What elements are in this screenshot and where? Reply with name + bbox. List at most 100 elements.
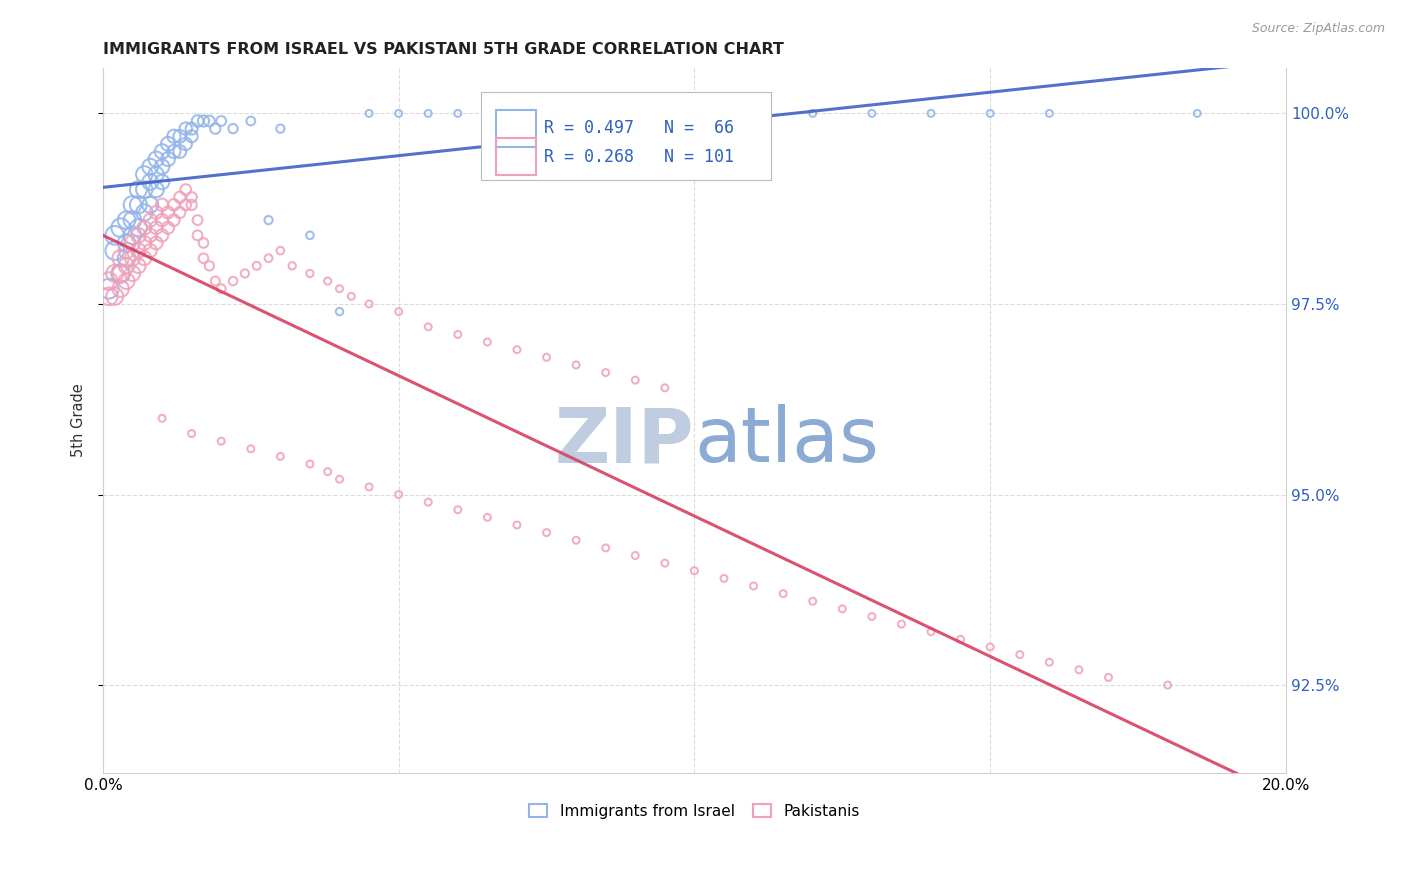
Point [187,213,209,227]
Point [683,106,706,120]
Point [654,106,676,120]
Point [127,259,149,273]
Point [163,198,186,212]
Point [115,259,138,273]
Point [506,518,529,533]
Text: IMMIGRANTS FROM ISRAEL VS PAKISTANI 5TH GRADE CORRELATION CHART: IMMIGRANTS FROM ISRAEL VS PAKISTANI 5TH … [103,42,783,57]
Point [316,274,339,288]
Point [139,198,162,212]
Point [174,136,197,151]
Point [477,510,499,524]
Point [156,136,179,151]
Point [595,366,617,380]
Y-axis label: 5th Grade: 5th Grade [72,384,86,457]
Point [134,183,156,197]
Point [139,175,162,189]
Point [860,106,883,120]
Point [127,183,149,197]
Point [949,632,972,647]
Point [115,244,138,258]
Point [104,244,127,258]
Point [121,267,143,281]
Point [209,282,232,296]
Point [139,244,162,258]
Point [198,259,221,273]
Point [134,251,156,265]
Point [174,183,197,197]
Point [654,381,676,395]
Point [1038,106,1060,120]
Point [447,502,470,516]
Point [115,274,138,288]
Point [298,457,321,471]
Point [115,235,138,250]
Point [316,465,339,479]
Point [1097,670,1119,684]
Point [145,205,167,219]
Point [127,244,149,258]
Point [624,549,647,563]
Legend: Immigrants from Israel, Pakistanis: Immigrants from Israel, Pakistanis [523,797,866,825]
Point [169,145,191,159]
Point [127,220,149,235]
Point [742,579,765,593]
Text: Source: ZipAtlas.com: Source: ZipAtlas.com [1251,22,1385,36]
Text: ZIP: ZIP [555,404,695,478]
Point [388,487,411,501]
Point [477,121,499,136]
Point [920,106,942,120]
Point [145,220,167,235]
Point [180,190,202,204]
Point [163,129,186,144]
Point [121,198,143,212]
Point [150,213,173,227]
Point [193,235,215,250]
Point [359,106,381,120]
Point [281,259,304,273]
Point [595,541,617,555]
Point [97,289,120,303]
Point [831,602,853,616]
Point [418,319,440,334]
Point [139,228,162,243]
Point [772,586,794,600]
Point [180,121,202,136]
Point [110,267,132,281]
Point [1067,663,1090,677]
Point [388,304,411,318]
Point [359,480,381,494]
Point [180,426,202,441]
Point [801,594,824,608]
Point [447,327,470,342]
Point [150,411,173,425]
Point [193,114,215,128]
Point [104,228,127,243]
Point [257,251,280,265]
Point [104,267,127,281]
Point [156,205,179,219]
Point [233,267,256,281]
Point [801,106,824,120]
Point [156,152,179,166]
Point [477,334,499,349]
Point [145,235,167,250]
Point [139,213,162,227]
Point [536,351,558,365]
Point [115,251,138,265]
Point [174,121,197,136]
Text: atlas: atlas [695,404,879,478]
Point [115,213,138,227]
Point [110,220,132,235]
Point [595,106,617,120]
Point [121,251,143,265]
Point [139,160,162,174]
Point [180,129,202,144]
Point [209,434,232,449]
Point [110,267,132,281]
Point [359,297,381,311]
Point [1187,106,1209,120]
Point [565,533,588,548]
Point [134,220,156,235]
Point [979,106,1001,120]
Point [713,571,735,585]
